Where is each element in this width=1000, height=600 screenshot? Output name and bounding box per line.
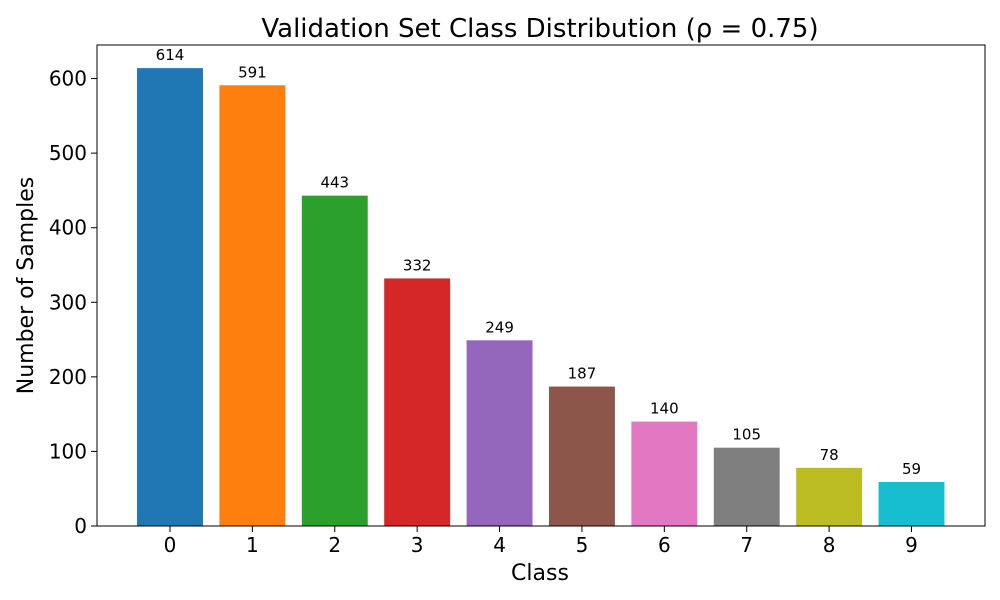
x-tick-label: 0	[164, 533, 177, 557]
bars-group: 614 591 443 332 249 187 140 105 78 59	[137, 46, 945, 526]
y-tick-label: 500	[49, 141, 87, 165]
bar-value-label: 187	[568, 365, 597, 383]
bar-class-6	[631, 421, 698, 526]
y-tick-label: 0	[74, 514, 87, 538]
plot-frame	[96, 44, 986, 527]
bar-value-label: 78	[820, 446, 839, 464]
x-tick-label: 8	[823, 533, 836, 557]
x-tick-label: 3	[411, 533, 424, 557]
x-axis-label: Class	[511, 561, 569, 586]
y-tick-label: 400	[49, 216, 87, 240]
bar-class-1	[219, 85, 286, 526]
x-tick-label: 9	[905, 533, 918, 557]
bar-value-label: 614	[156, 46, 185, 64]
y-axis: 0 100 200 300 400 500 600	[49, 67, 97, 538]
bar-value-label: 443	[320, 174, 349, 192]
bar-class-2	[301, 195, 368, 526]
y-tick-label: 300	[49, 290, 87, 314]
bar-class-4	[466, 340, 533, 526]
bar-value-label: 332	[403, 256, 432, 274]
y-tick-label: 600	[49, 67, 87, 91]
y-tick-label: 200	[49, 365, 87, 389]
bar-class-5	[548, 386, 615, 526]
bar-class-8	[796, 467, 863, 526]
chart-title: Validation Set Class Distribution (ρ = 0…	[261, 14, 818, 44]
x-axis: 0 1 2 3 4 5 6 7 8 9	[164, 526, 918, 557]
x-tick-label: 7	[740, 533, 753, 557]
bar-class-0	[137, 68, 203, 526]
bar-value-label: 249	[485, 318, 514, 336]
x-tick-label: 5	[576, 533, 589, 557]
x-tick-label: 2	[328, 533, 341, 557]
y-tick-label: 100	[49, 439, 87, 463]
x-tick-label: 1	[246, 533, 259, 557]
x-tick-label: 4	[493, 533, 506, 557]
bar-value-label: 140	[650, 400, 679, 418]
bar-value-label: 105	[732, 426, 761, 444]
bar-class-3	[384, 278, 451, 526]
bar-class-7	[713, 447, 780, 526]
bar-value-label: 59	[902, 460, 921, 478]
bar-value-label: 591	[238, 63, 267, 81]
bar-class-9	[878, 482, 945, 526]
y-axis-label: Number of Samples	[14, 177, 39, 395]
x-tick-label: 6	[658, 533, 671, 557]
